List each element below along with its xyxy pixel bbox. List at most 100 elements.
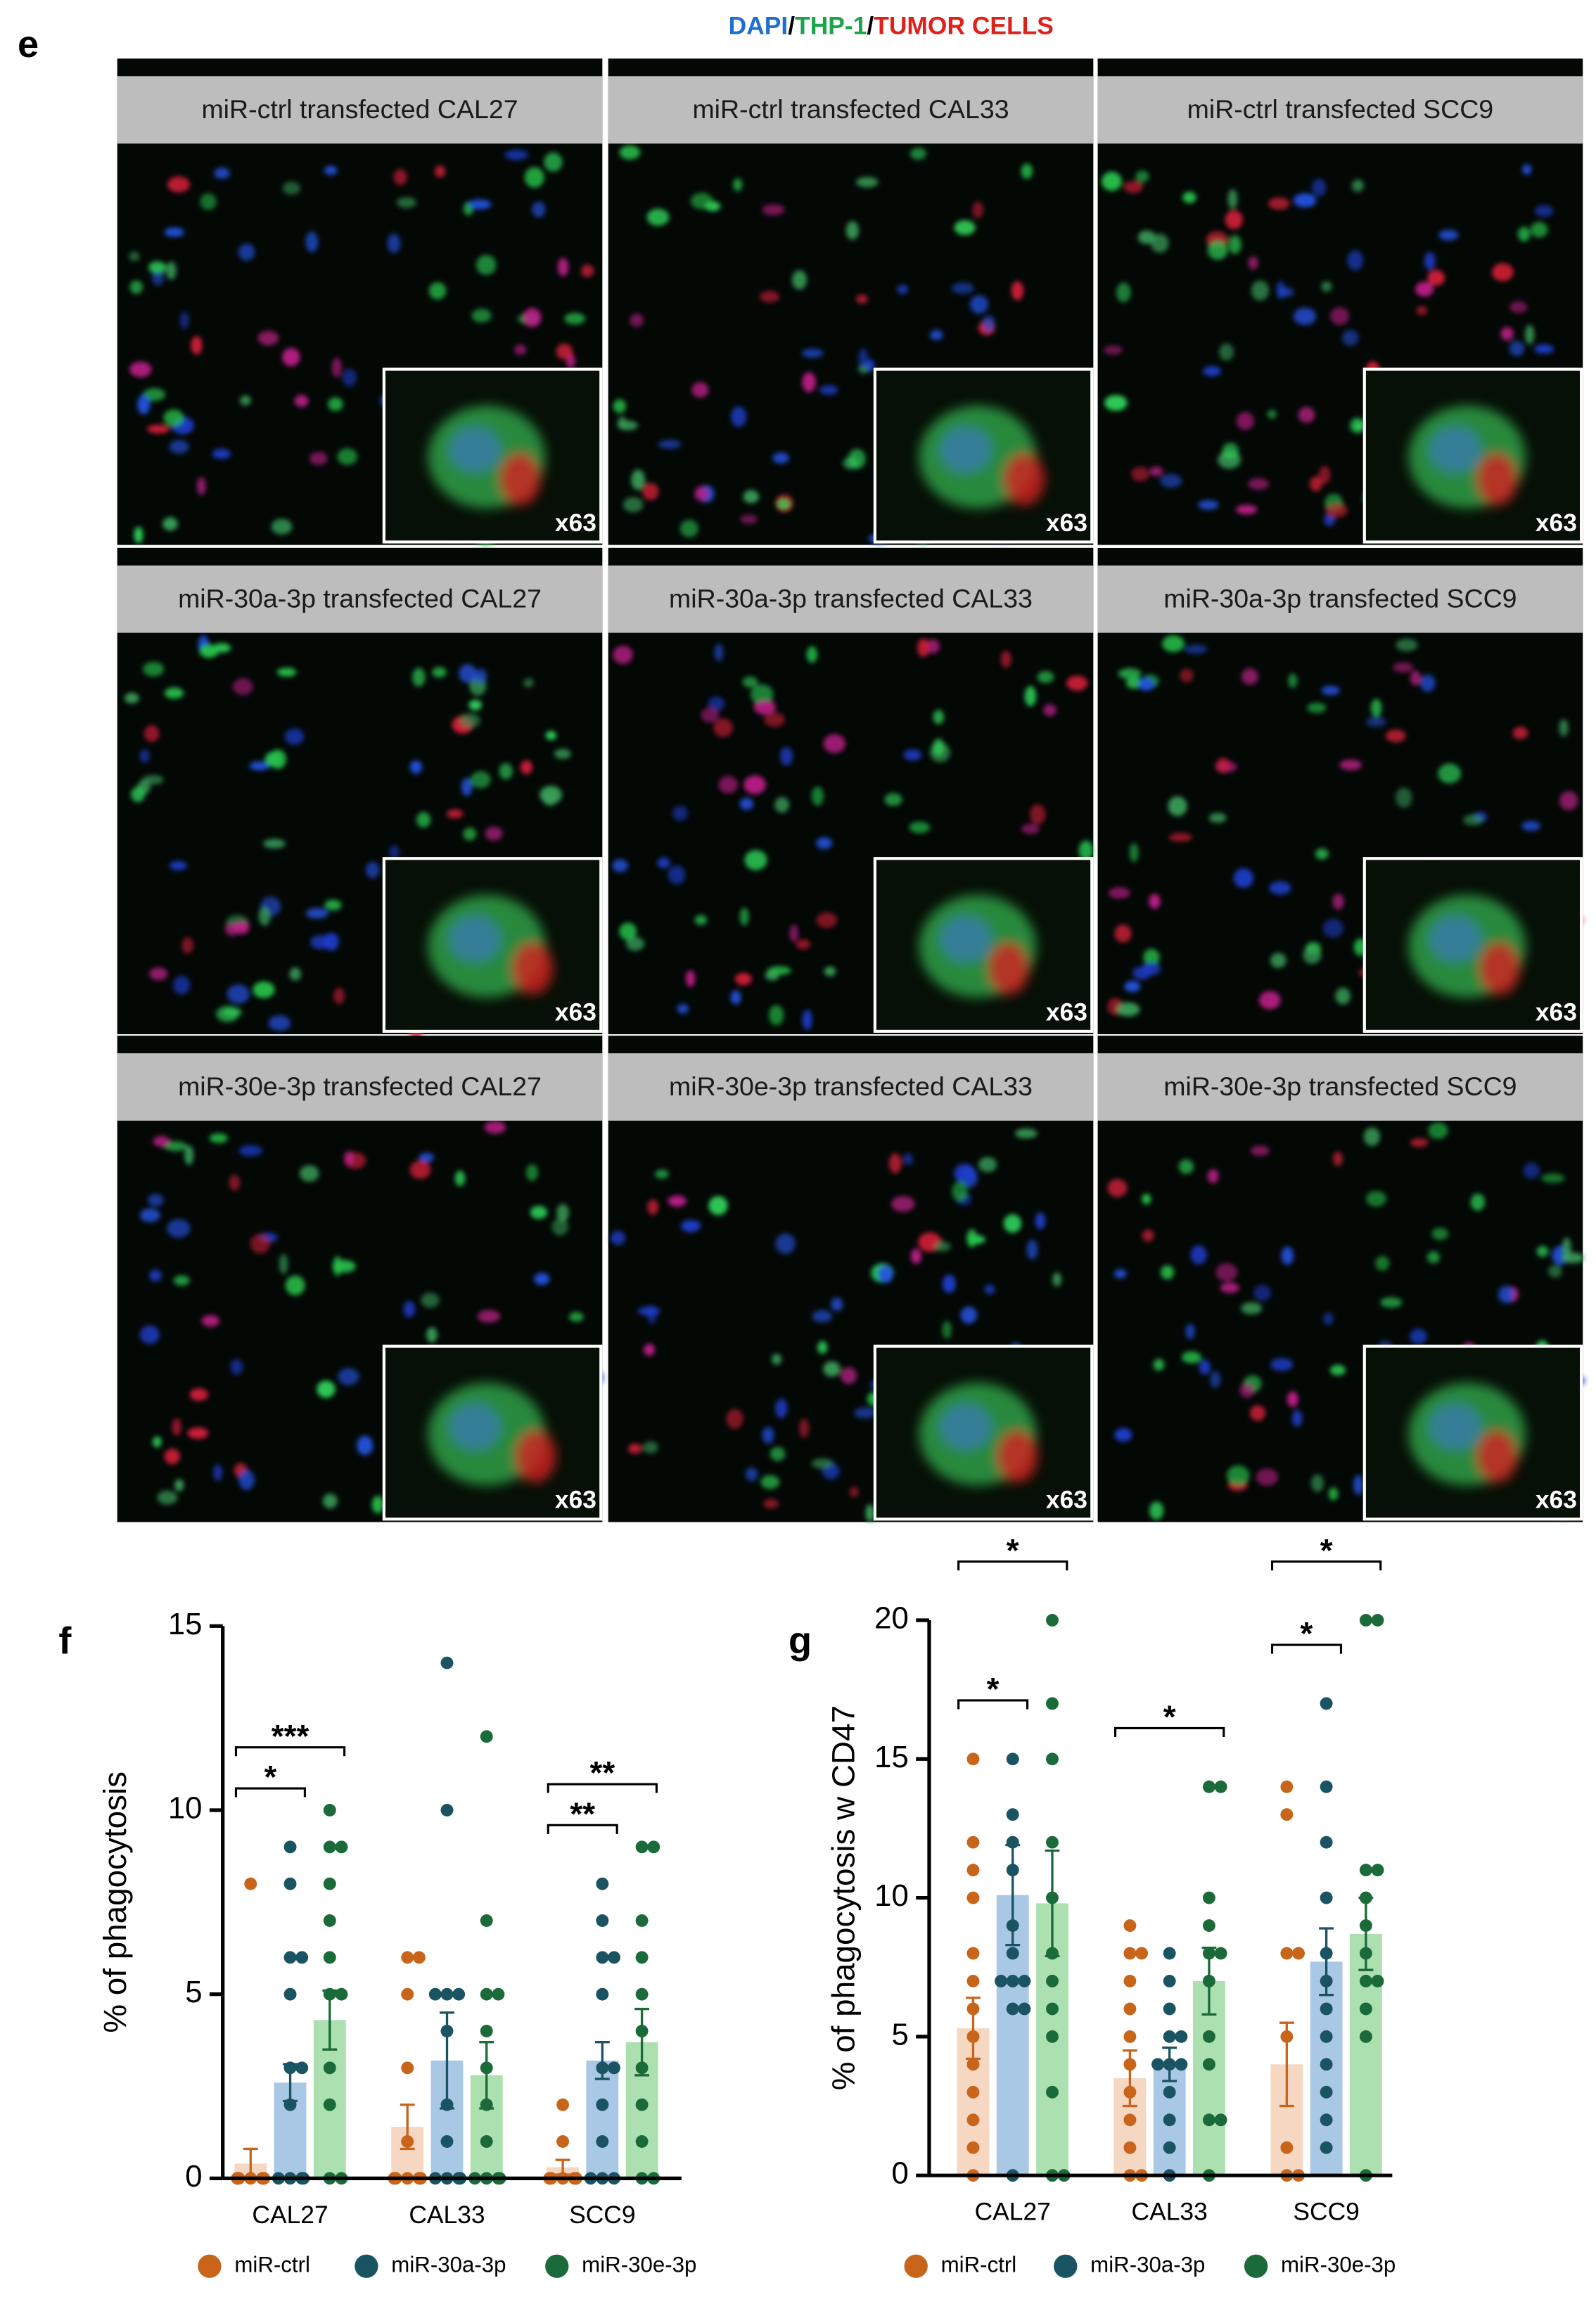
cell: [1103, 345, 1123, 355]
cell: [148, 261, 167, 274]
inset-tumor: [988, 941, 1029, 995]
cell: [802, 371, 816, 393]
cell: [701, 707, 720, 723]
cell: [289, 967, 302, 981]
x-tick-label: CAL27: [975, 2198, 1051, 2226]
cell: [750, 684, 774, 705]
cell: [1222, 443, 1239, 459]
cell: [952, 282, 974, 294]
cell: [148, 1193, 164, 1207]
inset-label: x63: [555, 1486, 596, 1514]
cell: [166, 261, 177, 280]
data-point: [596, 1914, 609, 1927]
cell: [257, 331, 279, 346]
cell: [824, 966, 836, 976]
data-point: [1359, 1614, 1372, 1627]
data-point: [1163, 2002, 1176, 2016]
cell: [147, 424, 170, 434]
cell: [823, 1361, 841, 1377]
cell: [1142, 1229, 1154, 1242]
data-point: [401, 2061, 414, 2075]
cell: [1303, 946, 1322, 965]
cell: [1525, 324, 1535, 345]
cell: [768, 1005, 784, 1026]
cell: [233, 678, 253, 695]
inset-cells: [1408, 1382, 1526, 1486]
data-point: [1123, 1919, 1137, 1932]
cell: [647, 1199, 659, 1216]
micrograph: miR-ctrl transfected SCC9 x63: [1097, 58, 1583, 545]
cell: [643, 1441, 658, 1454]
cell: [403, 1301, 416, 1318]
inset-tumor: [499, 452, 541, 506]
cell: [131, 787, 145, 803]
cell: [745, 1467, 758, 1482]
data-point: [1280, 2141, 1294, 2154]
cell: [328, 397, 343, 412]
cell: [1015, 1128, 1038, 1139]
data-point: [335, 1987, 348, 2001]
legend-marker: [545, 2254, 569, 2278]
cell: [610, 1230, 625, 1245]
bracket-line: [234, 1746, 346, 1757]
cell: [167, 176, 191, 193]
cell: [1517, 227, 1531, 242]
cell: [463, 827, 477, 841]
cell: [762, 204, 785, 216]
data-point: [1046, 1891, 1059, 1904]
cell: [428, 282, 447, 300]
cell: [184, 1145, 194, 1166]
cell: [173, 1275, 190, 1286]
data-point: [1320, 1975, 1333, 1987]
data-point: [295, 1951, 309, 1964]
legend-marker: [198, 2254, 222, 2278]
panel-label: f: [58, 1620, 72, 1662]
cell: [743, 775, 766, 794]
cell: [209, 1133, 228, 1143]
data-point: [480, 2098, 493, 2111]
cell: [305, 231, 319, 253]
title-bar: [1097, 76, 1583, 144]
cell: [240, 395, 251, 406]
significance-label: *: [987, 1672, 1000, 1707]
data-point: [1320, 1780, 1333, 1793]
inset-tumor: [514, 1430, 556, 1483]
tile-title: miR-30e-3p transfected CAL33: [669, 1071, 1033, 1101]
data-point: [335, 1840, 348, 1854]
data-point: [1163, 2113, 1176, 2127]
stain-legend-part: /: [788, 12, 795, 40]
cell: [454, 1170, 466, 1187]
cell: [930, 330, 943, 341]
cell: [1043, 704, 1056, 717]
cell: [485, 827, 503, 841]
cell: [1256, 1468, 1278, 1486]
cell: [1251, 280, 1270, 301]
cell: [1380, 1297, 1403, 1308]
cell: [1024, 686, 1037, 707]
cell: [468, 699, 482, 711]
cell: [142, 775, 164, 785]
cell: [1410, 1138, 1429, 1147]
cell: [282, 182, 300, 196]
data-point: [966, 1835, 980, 1849]
cell: [619, 922, 637, 941]
data-point: [1280, 1780, 1294, 1793]
cell: [125, 692, 139, 704]
data-point: [1202, 1780, 1215, 1793]
cell: [763, 1499, 779, 1509]
cell: [1225, 210, 1243, 229]
cell: [877, 1265, 893, 1283]
legend-marker: [904, 2254, 928, 2278]
cell: [1149, 1501, 1164, 1520]
cell: [419, 1152, 435, 1162]
x-tick-label: SCC9: [1293, 2198, 1359, 2226]
data-point: [1175, 2030, 1188, 2043]
legend-label: miR-30e-3p: [582, 2253, 696, 2277]
micrograph: miR-30e-3p transfected CAL33 x63: [608, 1036, 1094, 1522]
data-point: [428, 1987, 442, 2001]
cell: [625, 936, 644, 951]
cell: [222, 1007, 242, 1017]
cell: [523, 307, 542, 327]
cell: [1410, 670, 1422, 686]
data-point: [1163, 2141, 1176, 2154]
